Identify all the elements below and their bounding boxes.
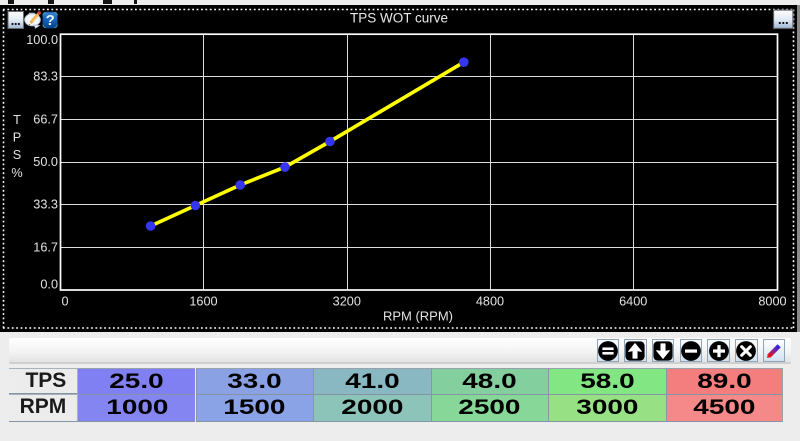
svg-text:50.0: 50.0 <box>33 155 58 169</box>
svg-text:?: ? <box>46 12 55 29</box>
svg-text:TPS WOT curve: TPS WOT curve <box>350 11 448 26</box>
svg-text:1600: 1600 <box>189 295 217 309</box>
svg-text:P: P <box>13 131 21 145</box>
svg-text:66.7: 66.7 <box>33 112 58 126</box>
svg-text:33.3: 33.3 <box>33 198 58 212</box>
svg-text:S: S <box>13 148 21 162</box>
svg-text:4800: 4800 <box>476 295 504 309</box>
svg-text:100.0: 100.0 <box>26 33 58 47</box>
svg-text:0.0: 0.0 <box>40 278 58 292</box>
svg-text:8000: 8000 <box>758 295 786 309</box>
svg-text:83.3: 83.3 <box>33 70 58 84</box>
svg-text:RPM (RPM): RPM (RPM) <box>383 309 453 324</box>
svg-text:16.7: 16.7 <box>33 240 58 254</box>
svg-text:%: % <box>11 166 22 180</box>
svg-text:0: 0 <box>61 295 68 309</box>
svg-text:6400: 6400 <box>619 295 647 309</box>
svg-text:3200: 3200 <box>333 295 361 309</box>
svg-text:T: T <box>13 113 21 127</box>
